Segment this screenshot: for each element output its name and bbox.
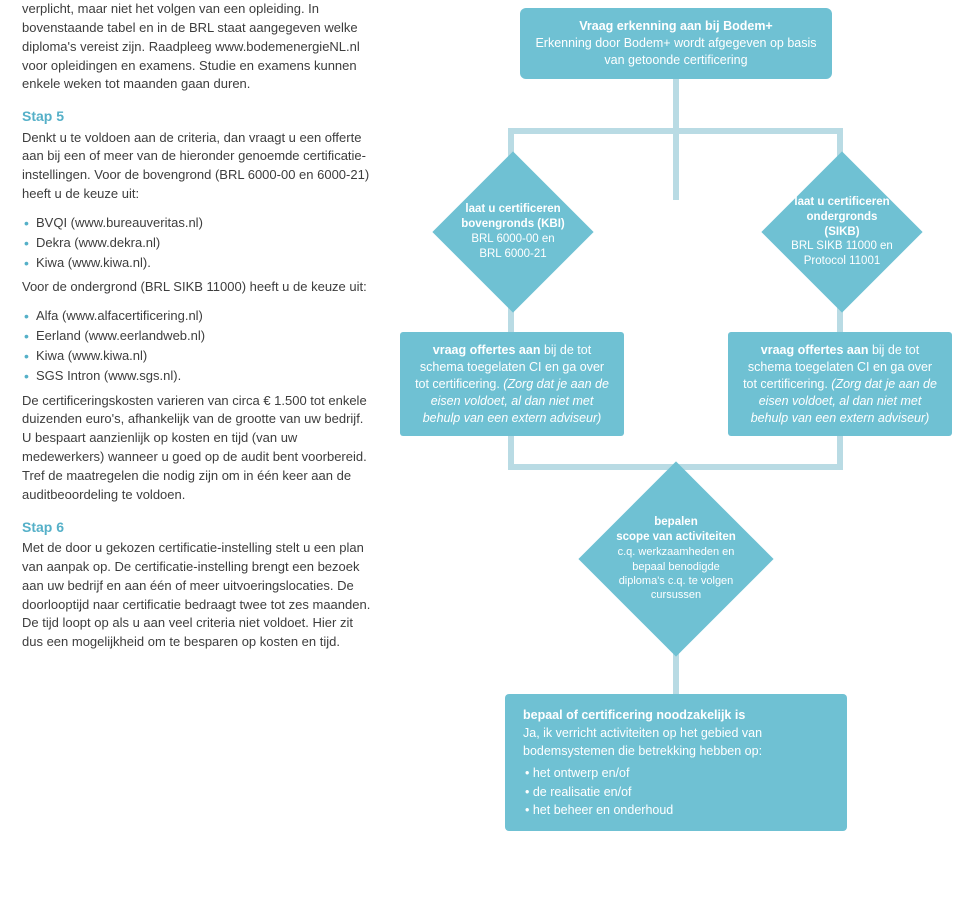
list-item: Dekra (www.dekra.nl) <box>22 234 372 253</box>
step5-list-bovengrond: BVQI (www.bureauveritas.nl) Dekra (www.d… <box>22 214 372 273</box>
diamond-line: BRL SIKB 11000 en <box>791 240 893 252</box>
diamond-line: BRL 6000-00 en <box>471 233 554 245</box>
step5-paragraph-2: Voor de ondergrond (BRL SIKB 11000) heef… <box>22 278 372 297</box>
step5-heading: Stap 5 <box>22 106 372 126</box>
offer-bold: vraag offertes aan <box>761 343 869 357</box>
bottom-title: bepaal of certificering noodzakelijk is <box>523 706 829 724</box>
diamond-line: laat u certificeren <box>465 203 560 215</box>
list-item: Kiwa (www.kiwa.nl) <box>22 347 372 366</box>
diamond-line: ondergronds (SIKB) <box>807 211 878 238</box>
diamond-line: Protocol 11001 <box>804 255 881 267</box>
list-item: Kiwa (www.kiwa.nl). <box>22 254 372 273</box>
diamond-line: bepalen <box>654 516 697 528</box>
list-item: Alfa (www.alfacertificering.nl) <box>22 307 372 326</box>
step5-paragraph-1: Denkt u te voldoen aan de criteria, dan … <box>22 129 372 204</box>
flow-diamond-sikb: laat u certificeren ondergronds (SIKB) B… <box>761 151 922 312</box>
list-item: de realisatie en/of <box>523 783 829 801</box>
flow-offer-left: vraag offertes aan bij de tot schema toe… <box>400 332 624 436</box>
bottom-list: het ontwerp en/of de realisatie en/of he… <box>523 764 829 818</box>
list-item: Eerland (www.eerlandweb.nl) <box>22 327 372 346</box>
offer-bold: vraag offertes aan <box>433 343 541 357</box>
bottom-body: Ja, ik verricht activiteiten op het gebi… <box>523 724 829 760</box>
flow-top-title: Vraag erkenning aan bij Bodem+ <box>579 19 772 33</box>
list-item: BVQI (www.bureauveritas.nl) <box>22 214 372 233</box>
step6-paragraph: Met de door u gekozen certificatie-inste… <box>22 539 372 652</box>
list-item: SGS Intron (www.sgs.nl). <box>22 367 372 386</box>
list-item: het ontwerp en/of <box>523 764 829 782</box>
step5-list-ondergrond: Alfa (www.alfacertificering.nl) Eerland … <box>22 307 372 385</box>
diamond-line: bovengronds (KBI) <box>461 218 565 230</box>
diamond-line: c.q. werkzaamheden en bepaal benodigde d… <box>618 546 735 601</box>
flow-top-box: Vraag erkenning aan bij Bodem+ Erkenning… <box>520 8 832 79</box>
diamond-line: scope van activiteiten <box>616 531 736 543</box>
step5-paragraph-3: De certificeringskosten varieren van cir… <box>22 392 372 505</box>
list-item: het beheer en onderhoud <box>523 801 829 819</box>
flow-diamond-scope: bepalen scope van activiteiten c.q. werk… <box>578 461 773 656</box>
intro-paragraph: verplicht, maar niet het volgen van een … <box>22 0 372 94</box>
flowchart: Vraag erkenning aan bij Bodem+ Erkenning… <box>400 0 950 909</box>
flow-top-body: Erkenning door Bodem+ wordt afgegeven op… <box>535 36 816 67</box>
diamond-line: BRL 6000-21 <box>479 248 546 260</box>
flow-offer-right: vraag offertes aan bij de tot schema toe… <box>728 332 952 436</box>
connector <box>673 70 679 200</box>
connector <box>508 128 843 134</box>
step6-heading: Stap 6 <box>22 517 372 537</box>
text-column: verplicht, maar niet het volgen van een … <box>22 0 372 662</box>
diamond-line: laat u certificeren <box>794 196 889 208</box>
flow-diamond-kbi: laat u certificeren bovengronds (KBI) BR… <box>432 151 593 312</box>
flow-bottom-box: bepaal of certificering noodzakelijk is … <box>505 694 847 831</box>
